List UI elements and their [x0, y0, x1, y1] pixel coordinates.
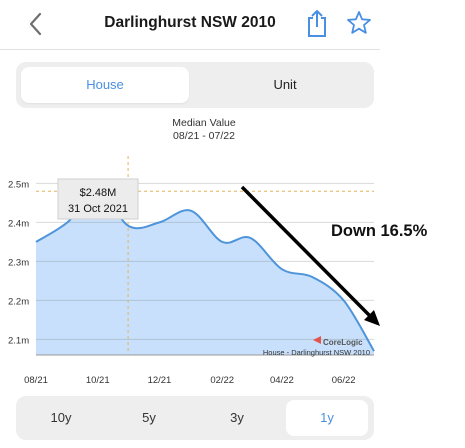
property-type-toggle: House Unit	[16, 62, 374, 108]
period-5y[interactable]: 5y	[142, 410, 156, 425]
x-tick-label: 10/21	[86, 375, 110, 386]
tooltip-date: 31 Oct 2021	[68, 203, 128, 215]
x-tick-label: 08/21	[24, 375, 48, 386]
y-tick-label: 2.4m	[8, 218, 29, 229]
back-chevron-icon[interactable]	[24, 10, 48, 38]
tooltip-value: $2.48M	[80, 187, 117, 199]
corelogic-logo: CoreLogic	[323, 338, 363, 347]
x-tick-label: 02/22	[210, 375, 234, 386]
chart-title: Median Value	[172, 117, 236, 129]
y-tick-label: 2.5m	[8, 179, 29, 190]
header: Darlinghurst NSW 2010	[0, 0, 465, 48]
share-icon[interactable]	[305, 8, 329, 38]
tooltip-box	[57, 178, 139, 220]
chart-source: House - Darlinghurst NSW 2010	[263, 348, 370, 357]
x-tick-label: 12/21	[148, 375, 172, 386]
trend-arrow-line	[240, 185, 374, 320]
period-3y[interactable]: 3y	[230, 410, 244, 425]
y-tick-label: 2.2m	[8, 296, 29, 307]
header-divider	[0, 49, 380, 50]
corelogic-logo-mark	[313, 336, 321, 344]
trend-arrow-head	[364, 310, 380, 326]
chart-subtitle: 08/21 - 07/22	[173, 130, 235, 142]
y-tick-label: 2.3m	[8, 257, 29, 268]
house-tab[interactable]: House	[21, 67, 189, 103]
period-10y[interactable]: 10y	[50, 410, 72, 425]
favorite-star-icon[interactable]	[346, 10, 372, 36]
period-selector: 10y 5y 3y 1y	[16, 396, 374, 440]
unit-tab[interactable]: Unit	[273, 77, 297, 92]
period-1y[interactable]: 1y	[286, 400, 368, 436]
chart-area-fill	[36, 191, 374, 355]
x-tick-label: 06/22	[332, 375, 356, 386]
x-tick-label: 04/22	[270, 375, 294, 386]
trend-annotation: Down 16.5%	[331, 222, 428, 240]
y-tick-label: 2.1m	[8, 335, 29, 346]
page-title: Darlinghurst NSW 2010	[104, 14, 276, 31]
